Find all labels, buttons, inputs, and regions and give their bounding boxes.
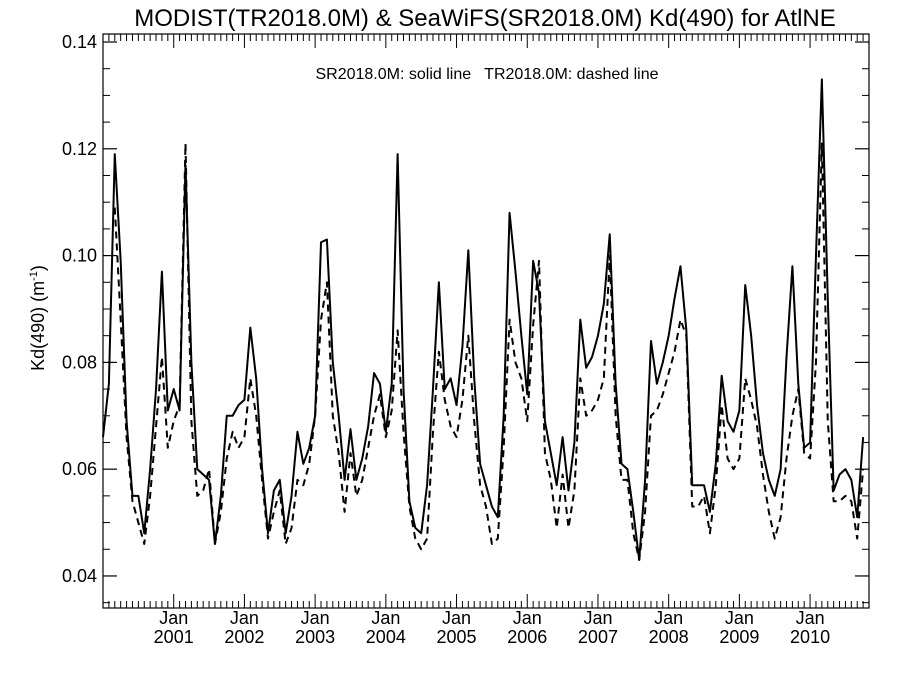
x-tick-year-label: 2003: [295, 627, 335, 647]
x-tick-month-label: Jan: [513, 608, 542, 628]
x-tick-year-label: 2007: [578, 627, 618, 647]
y-tick-label: 0.10: [62, 246, 97, 266]
series-layer: [102, 78, 865, 561]
x-tick-month-label: Jan: [725, 608, 754, 628]
series-line-dashed: [113, 142, 865, 561]
x-tick-year-label: 2002: [224, 627, 264, 647]
x-tick-month-label: Jan: [796, 608, 825, 628]
chart-title: MODIST(TR2018.0M) & SeaWiFS(SR2018.0M) K…: [134, 5, 836, 32]
series-line-solid: [102, 78, 865, 561]
y-axis-label-sup: -1: [28, 271, 40, 281]
x-tick-month-label: Jan: [230, 608, 259, 628]
y-tick-label: 0.14: [62, 32, 97, 52]
y-axis-label-close: ): [28, 265, 48, 271]
x-tick-month-label: Jan: [654, 608, 683, 628]
chart-annotation: SR2018.0M: solid line TR2018.0M: dashed …: [315, 66, 658, 83]
y-tick-label: 0.04: [62, 566, 97, 586]
x-tick-month-label: Jan: [371, 608, 400, 628]
x-tick-year-label: 2006: [507, 627, 547, 647]
plot-frame: [102, 33, 870, 609]
x-tick-year-label: 2010: [790, 627, 830, 647]
y-tick-label: 0.06: [62, 459, 97, 479]
x-ticks: Jan2001Jan2002Jan2003Jan2004Jan2005Jan20…: [102, 34, 864, 647]
x-tick-year-label: 2005: [437, 627, 477, 647]
x-tick-month-label: Jan: [442, 608, 471, 628]
x-tick-month-label: Jan: [301, 608, 330, 628]
x-tick-year-label: 2004: [366, 627, 406, 647]
x-tick-month-label: Jan: [159, 608, 188, 628]
x-tick-year-label: 2009: [719, 627, 759, 647]
y-tick-label: 0.08: [62, 352, 97, 372]
x-tick-month-label: Jan: [583, 608, 612, 628]
x-tick-year-label: 2008: [649, 627, 689, 647]
y-tick-label: 0.12: [62, 139, 97, 159]
y-axis-label-main: Kd(490) (m: [28, 281, 48, 371]
x-tick-year-label: 2001: [154, 627, 194, 647]
y-axis-label: Kd(490) (m-1): [28, 265, 48, 371]
